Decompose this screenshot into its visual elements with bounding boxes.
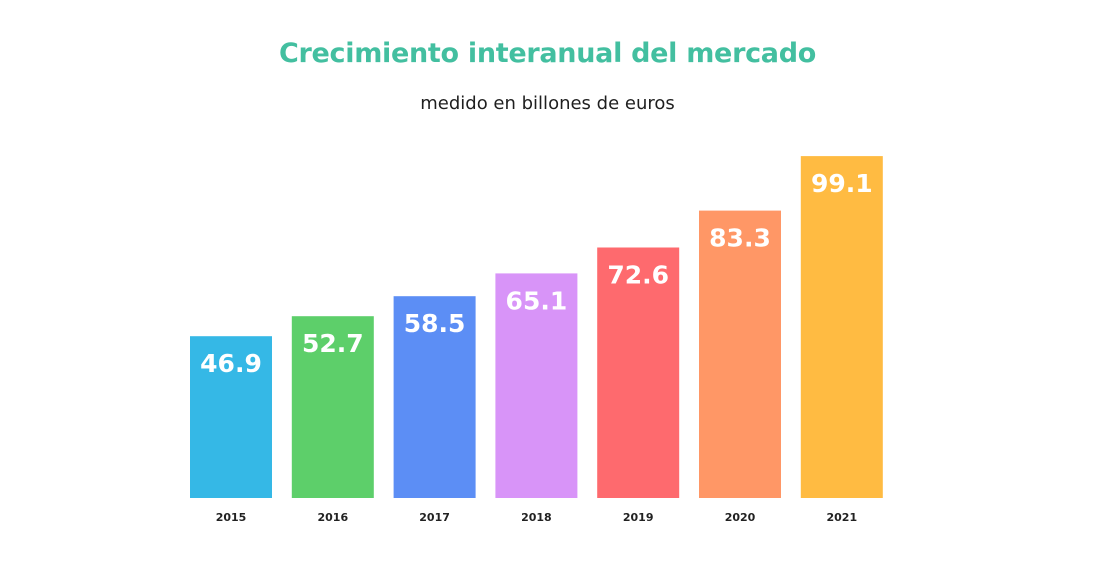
value-label-2017: 58.5 [404,309,466,338]
x-tick-label-2019: 2019 [623,511,654,524]
bar-2019 [597,247,680,498]
x-tick-label-2018: 2018 [521,511,552,524]
value-label-2019: 72.6 [607,261,669,290]
x-tick-label-2015: 2015 [216,511,247,524]
bar-2020 [699,210,781,498]
bar-2015 [190,336,272,498]
value-label-2015: 46.9 [200,349,262,378]
x-tick-label-2016: 2016 [317,511,348,524]
value-label-2020: 83.3 [709,224,771,253]
chart-subtitle: medido en billones de euros [420,93,675,114]
bar-2018 [495,273,578,498]
value-labels-group: 46.9 52.7 58.5 65.1 72.6 83.3 99.1 [200,169,872,378]
value-label-2016: 52.7 [302,329,364,358]
x-axis-tick-labels: 2015 2016 2017 2018 2019 2020 2021 [216,511,857,524]
x-tick-label-2017: 2017 [419,511,450,524]
x-tick-label-2021: 2021 [826,511,857,524]
bar-2017 [393,296,476,498]
bar-2021 [800,156,883,498]
bars-group [190,156,883,498]
chart-title: Crecimiento interanual del mercado [279,38,816,69]
value-label-2018: 65.1 [506,286,568,315]
value-label-2021: 99.1 [811,169,873,198]
x-tick-label-2020: 2020 [725,511,756,524]
bar-2016 [291,316,374,498]
